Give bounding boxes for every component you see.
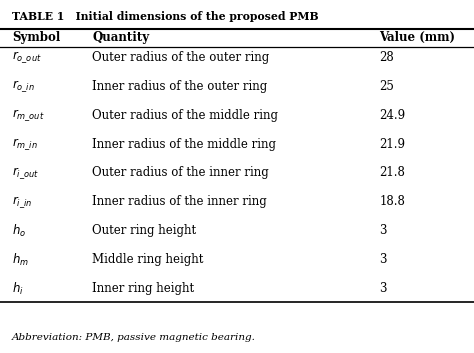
Text: $r_{i\_out}$: $r_{i\_out}$	[12, 165, 39, 181]
Text: $r_{i\_in}$: $r_{i\_in}$	[12, 194, 32, 210]
Text: 18.8: 18.8	[379, 196, 405, 208]
Text: 21.9: 21.9	[379, 138, 405, 150]
Text: $h_{m}$: $h_{m}$	[12, 252, 29, 268]
Text: Value (mm): Value (mm)	[379, 31, 455, 44]
Text: 24.9: 24.9	[379, 109, 405, 121]
Text: 3: 3	[379, 282, 387, 295]
Text: $h_{o}$: $h_{o}$	[12, 223, 26, 239]
Text: Outer ring height: Outer ring height	[92, 225, 197, 237]
Text: Outer radius of the inner ring: Outer radius of the inner ring	[92, 167, 269, 179]
Text: $r_{o\_out}$: $r_{o\_out}$	[12, 49, 42, 65]
Text: Middle ring height: Middle ring height	[92, 253, 204, 266]
Text: Outer radius of the middle ring: Outer radius of the middle ring	[92, 109, 278, 121]
Text: $h_{i}$: $h_{i}$	[12, 281, 24, 297]
Text: $r_{o\_in}$: $r_{o\_in}$	[12, 78, 35, 94]
Text: Symbol: Symbol	[12, 31, 60, 44]
Text: Inner radius of the inner ring: Inner radius of the inner ring	[92, 196, 267, 208]
Text: 28: 28	[379, 51, 394, 64]
Text: $r_{m\_in}$: $r_{m\_in}$	[12, 136, 38, 152]
Text: 25: 25	[379, 80, 394, 92]
Text: TABLE 1   Initial dimensions of the proposed PMB: TABLE 1 Initial dimensions of the propos…	[12, 11, 319, 22]
Text: Outer radius of the outer ring: Outer radius of the outer ring	[92, 51, 270, 64]
Text: $r_{m\_out}$: $r_{m\_out}$	[12, 107, 45, 123]
Text: Inner radius of the middle ring: Inner radius of the middle ring	[92, 138, 276, 150]
Text: 3: 3	[379, 225, 387, 237]
Text: 21.8: 21.8	[379, 167, 405, 179]
Text: Inner ring height: Inner ring height	[92, 282, 194, 295]
Text: 3: 3	[379, 253, 387, 266]
Text: Inner radius of the outer ring: Inner radius of the outer ring	[92, 80, 268, 92]
Text: Quantity: Quantity	[92, 31, 150, 44]
Text: Abbreviation: PMB, passive magnetic bearing.: Abbreviation: PMB, passive magnetic bear…	[12, 334, 256, 342]
